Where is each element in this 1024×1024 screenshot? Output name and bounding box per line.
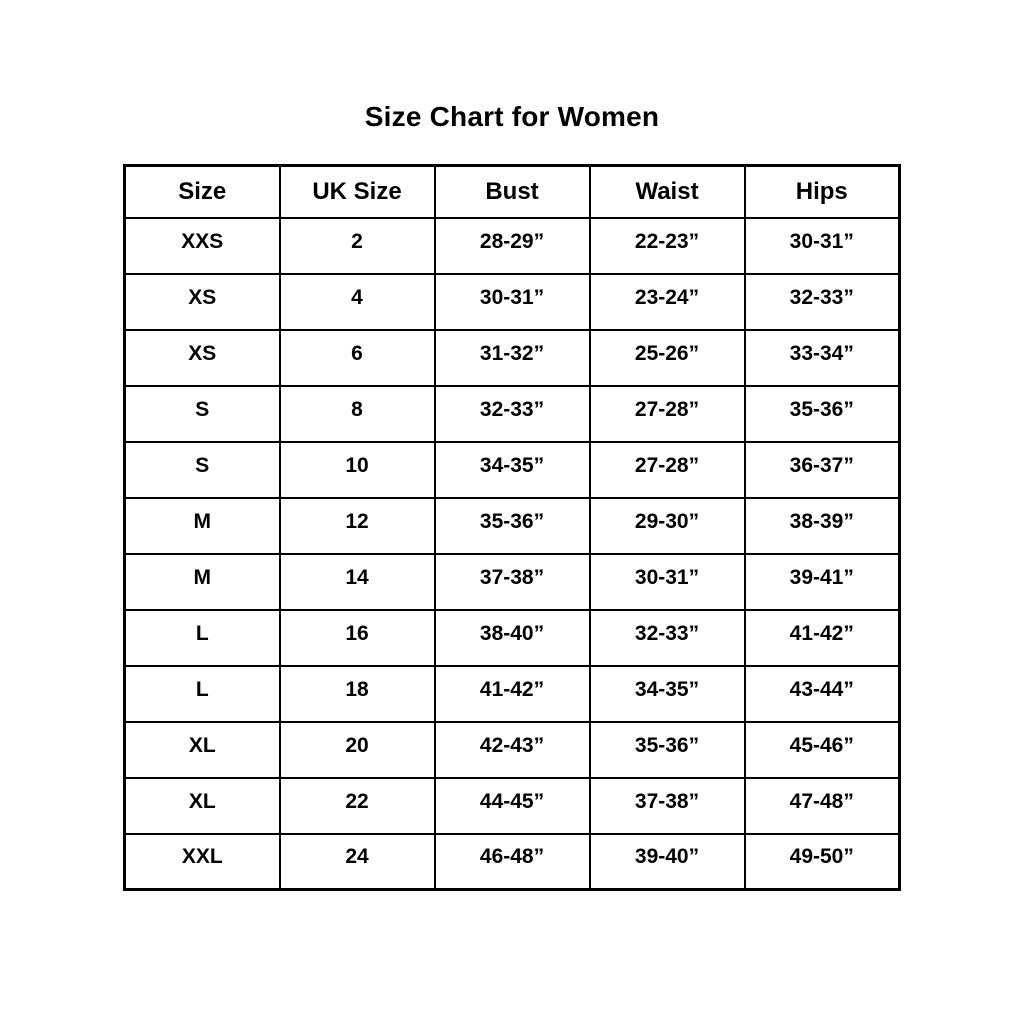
table-cell: 30-31” <box>433 272 591 331</box>
table-cell: 27-28” <box>588 440 746 499</box>
table-header-cell: Hips <box>743 164 901 219</box>
table-row: L 16 38-40” 32-33” 41-42” <box>123 608 901 667</box>
table-cell: 30-31” <box>743 216 901 275</box>
table-cell: 41-42” <box>433 664 591 723</box>
table-cell: 35-36” <box>743 384 901 443</box>
table-cell: 32-33” <box>588 608 746 667</box>
table-cell: 35-36” <box>433 496 591 555</box>
table-cell: 8 <box>278 384 436 443</box>
table-cell: S <box>123 440 281 499</box>
table-cell: 37-38” <box>588 776 746 835</box>
table-cell: 39-40” <box>588 832 746 891</box>
table-cell: 4 <box>278 272 436 331</box>
table-cell: 25-26” <box>588 328 746 387</box>
table-cell: 35-36” <box>588 720 746 779</box>
table-cell: 12 <box>278 496 436 555</box>
table-cell: 47-48” <box>743 776 901 835</box>
table-cell: XS <box>123 272 281 331</box>
table-cell: 49-50” <box>743 832 901 891</box>
table-cell: 20 <box>278 720 436 779</box>
table-row: M 14 37-38” 30-31” 39-41” <box>123 552 901 611</box>
table-row: XS 6 31-32” 25-26” 33-34” <box>123 328 901 387</box>
table-cell: 36-37” <box>743 440 901 499</box>
table-cell: S <box>123 384 281 443</box>
table-body: XXS 2 28-29” 22-23” 30-31” XS 4 30-31” 23-24” 32-… <box>123 216 901 891</box>
table-cell: 2 <box>278 216 436 275</box>
table-cell: 43-44” <box>743 664 901 723</box>
table-cell: 38-39” <box>743 496 901 555</box>
table-cell: 46-48” <box>433 832 591 891</box>
table-header-cell: Waist <box>588 164 746 219</box>
table-cell: M <box>123 552 281 611</box>
table-cell: 24 <box>278 832 436 891</box>
table-cell: 33-34” <box>743 328 901 387</box>
table-row: S 10 34-35” 27-28” 36-37” <box>123 440 901 499</box>
table-cell: 34-35” <box>433 440 591 499</box>
table-row: L 18 41-42” 34-35” 43-44” <box>123 664 901 723</box>
table-cell: 27-28” <box>588 384 746 443</box>
table-cell: 16 <box>278 608 436 667</box>
table-cell: 10 <box>278 440 436 499</box>
table-cell: 38-40” <box>433 608 591 667</box>
table-cell: 32-33” <box>433 384 591 443</box>
table-header-row: Size UK Size Bust Waist Hips <box>123 164 901 219</box>
table-row: XXS 2 28-29” 22-23” 30-31” <box>123 216 901 275</box>
table-row: XS 4 30-31” 23-24” 32-33” <box>123 272 901 331</box>
table-cell: XS <box>123 328 281 387</box>
table-header-cell: Size <box>123 164 281 219</box>
table-cell: 42-43” <box>433 720 591 779</box>
table-header-cell: UK Size <box>278 164 436 219</box>
page-title: Size Chart for Women <box>364 101 660 132</box>
table-row: XXL 24 46-48” 39-40” 49-50” <box>123 832 901 891</box>
table-header-cell: Bust <box>433 164 591 219</box>
table-cell: 37-38” <box>433 552 591 611</box>
table-cell: 28-29” <box>433 216 591 275</box>
table-row: M 12 35-36” 29-30” 38-39” <box>123 496 901 555</box>
table-cell: 14 <box>278 552 436 611</box>
table-cell: 32-33” <box>743 272 901 331</box>
table-cell: L <box>123 664 281 723</box>
table-row: S 8 32-33” 27-28” 35-36” <box>123 384 901 443</box>
table-cell: 22 <box>278 776 436 835</box>
table-cell: 23-24” <box>588 272 746 331</box>
table-cell: 22-23” <box>588 216 746 275</box>
table-row: XL 20 42-43” 35-36” 45-46” <box>123 720 901 779</box>
table-cell: 31-32” <box>433 328 591 387</box>
table-cell: 29-30” <box>588 496 746 555</box>
size-chart-table: Size UK Size Bust Waist Hips XXS 2 28-29” 22-23… <box>123 164 901 891</box>
table-cell: 34-35” <box>588 664 746 723</box>
table-cell: 39-41” <box>743 552 901 611</box>
table-cell: M <box>123 496 281 555</box>
table-cell: 6 <box>278 328 436 387</box>
table-cell: 45-46” <box>743 720 901 779</box>
table-row: XL 22 44-45” 37-38” 47-48” <box>123 776 901 835</box>
table-cell: XXS <box>123 216 281 275</box>
table-cell: 44-45” <box>433 776 591 835</box>
table-cell: 41-42” <box>743 608 901 667</box>
table-cell: XXL <box>123 832 281 891</box>
table-cell: 30-31” <box>588 552 746 611</box>
table-head: Size UK Size Bust Waist Hips <box>123 164 901 219</box>
table-cell: XL <box>123 720 281 779</box>
table-cell: L <box>123 608 281 667</box>
table-cell: 18 <box>278 664 436 723</box>
table-cell: XL <box>123 776 281 835</box>
